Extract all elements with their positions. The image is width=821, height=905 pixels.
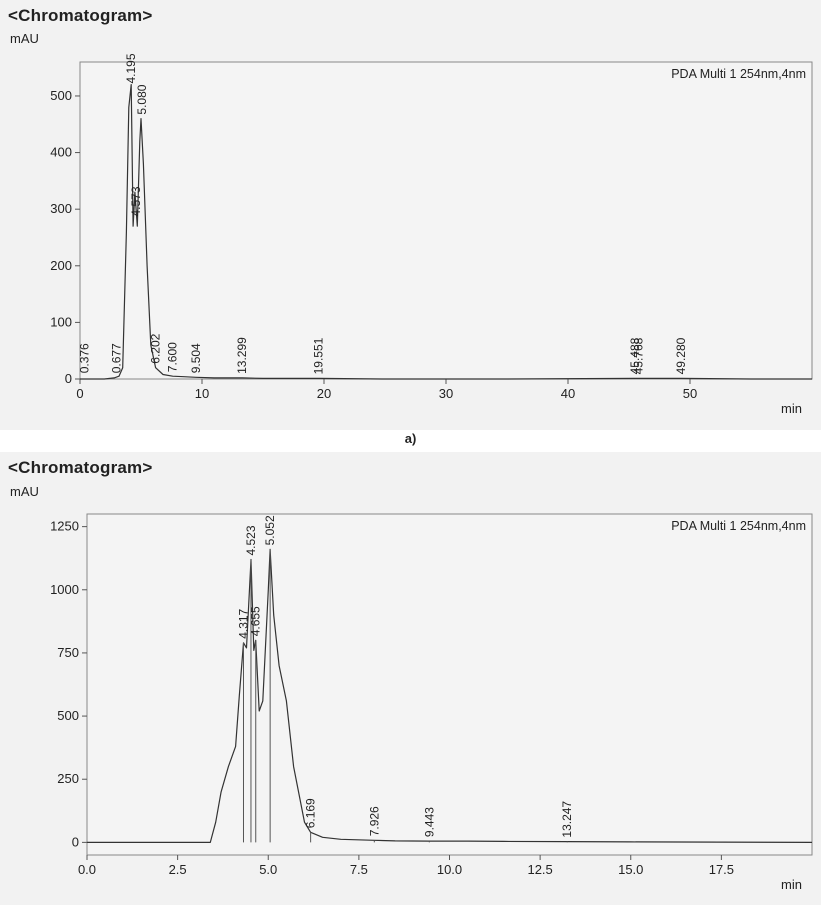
peak-label: 49.280 [674,337,688,374]
x-tick-label: 30 [439,386,453,401]
y-tick-label: 500 [57,708,79,723]
peak-label: 4.317 [237,608,251,638]
peak-label: 9.443 [422,807,436,837]
x-tick-label: 10.0 [437,862,462,877]
chart-title-b: <Chromatogram> [8,458,153,477]
peak-label: 4.655 [249,606,263,636]
x-axis-unit: min [781,401,802,416]
y-axis-unit-b: mAU [10,484,39,499]
y-tick-label: 250 [57,771,79,786]
peak-label: 6.202 [149,333,163,363]
x-tick-label: 15.0 [618,862,643,877]
peak-label: 19.551 [312,337,326,374]
chromatogram-trace [80,83,812,380]
peak-label: 5.080 [135,84,149,114]
plot-area [79,61,813,380]
x-tick-label: 7.5 [350,862,368,877]
x-tick-label: 10 [195,386,209,401]
peak-label: 6.169 [304,798,318,828]
x-tick-label: 12.5 [527,862,552,877]
y-tick-label: 750 [57,645,79,660]
x-tick-label: 5.0 [259,862,277,877]
peak-label: 9.504 [189,343,203,373]
x-tick-label: 2.5 [169,862,187,877]
chromatogram-trace [87,548,813,843]
x-tick-label: 50 [683,386,697,401]
y-tick-label: 1250 [50,519,79,534]
peak-label: 13.299 [235,337,249,374]
y-axis-unit-a: mAU [10,31,39,46]
x-axis-unit: min [781,877,802,892]
peak-label: 4.523 [244,525,258,555]
legend-label: PDA Multi 1 254nm,4nm [671,519,806,533]
figure-caption-a: a) [404,431,417,446]
chart-panel-b: <Chromatogram> mAU 0.0 2.5 5.0 7.5 10.0 12.5 1… [0,452,821,905]
y-tick-label: 0 [72,834,79,849]
peak-label: 4.573 [129,186,143,216]
y-tick-label: 500 [50,88,72,103]
y-tick-label: 1000 [50,582,79,597]
legend-label: PDA Multi 1 254nm,4nm [671,67,806,81]
peak-label: 7.926 [367,806,381,836]
chart-title-a: <Chromatogram> [8,6,153,25]
peak-label: 45.488 [628,337,642,374]
plot-area [86,513,813,856]
x-tick-label: 40 [561,386,575,401]
x-tick-label: 0 [76,386,83,401]
peak-label: 4.195 [124,53,138,83]
peak-label: 5.052 [263,515,277,545]
y-tick-label: 0 [65,371,72,386]
chart-panel-a: <Chromatogram> mAU 0 10 20 30 40 50 0 100 200 300… [0,0,821,430]
peak-label: 7.600 [166,342,180,372]
y-tick-label: 100 [50,314,72,329]
y-tick-label: 400 [50,145,72,160]
x-tick-label: 0.0 [78,862,96,877]
peak-label: 13.247 [560,801,574,838]
peak-label: 45.768 [631,337,645,374]
x-tick-label: 17.5 [709,862,734,877]
y-tick-label: 200 [50,258,72,273]
peak-label: 0.376 [78,343,92,373]
x-tick-label: 20 [317,386,331,401]
chromatogram-chart-b: 0.0 2.5 5.0 7.5 10.0 12.5 15.0 17.5 0 250 500 750 10… [50,513,813,892]
peak-label: 0.677 [110,343,124,373]
y-tick-label: 300 [50,201,72,216]
